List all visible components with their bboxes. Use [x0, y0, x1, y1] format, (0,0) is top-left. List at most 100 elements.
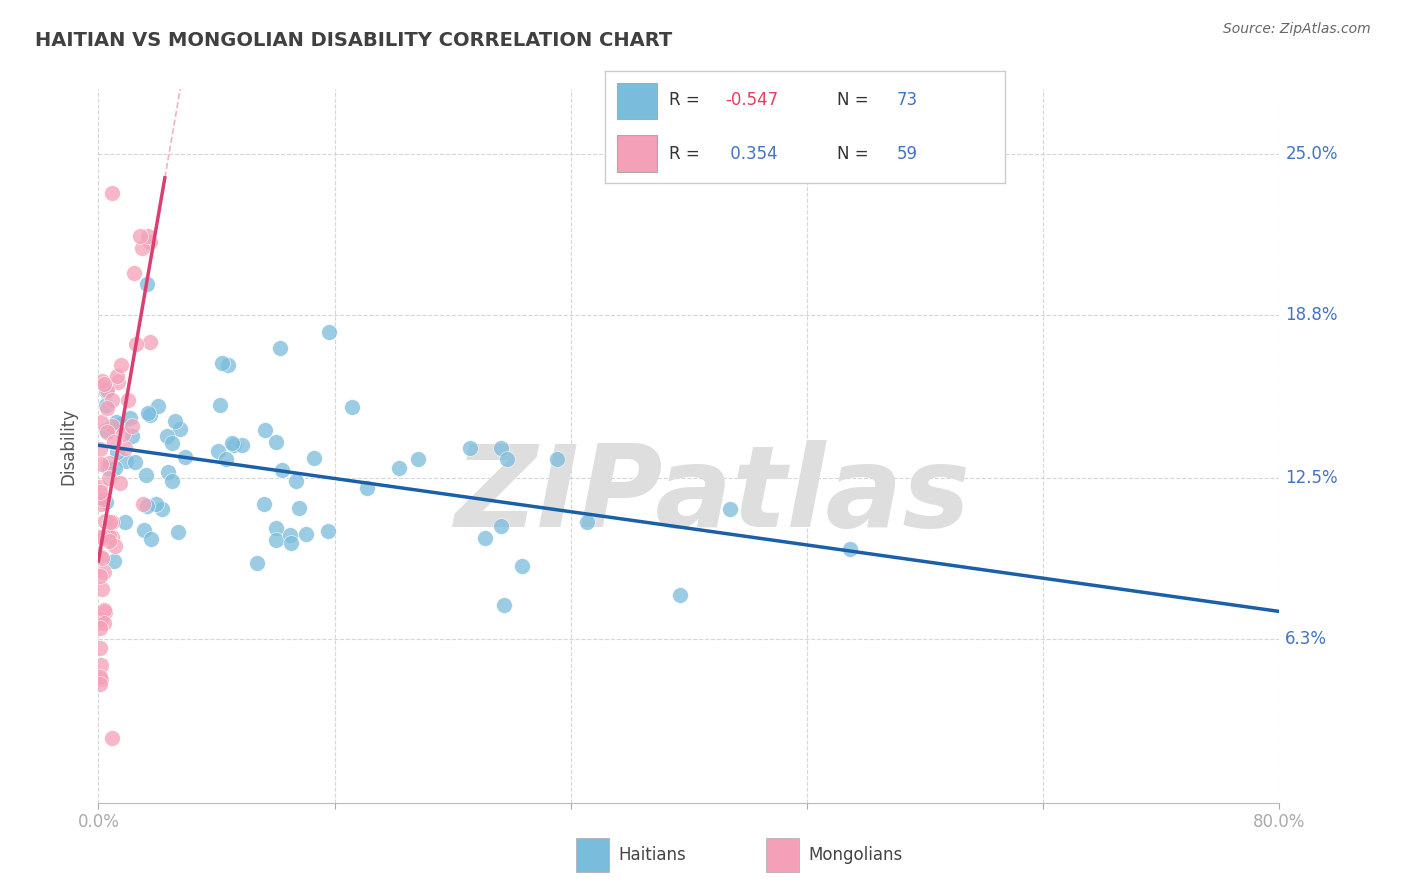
Point: [89, 641, 111, 656]
Point: [139, 235, 162, 249]
Point: [89, 621, 111, 635]
Point: [90, 530, 112, 544]
Text: 6.3%: 6.3%: [1285, 631, 1327, 648]
Point: [254, 424, 277, 438]
Point: [169, 422, 191, 436]
Point: [93, 616, 115, 631]
Point: [107, 375, 129, 389]
Text: R =: R =: [669, 91, 704, 110]
Point: [93, 602, 115, 616]
Point: [94, 423, 117, 437]
Point: [131, 241, 153, 255]
Point: [174, 450, 197, 464]
Point: [103, 554, 125, 568]
Point: [89, 670, 111, 684]
Point: [96, 425, 118, 440]
Point: [90, 375, 112, 389]
Point: [720, 502, 742, 516]
Point: [252, 497, 274, 511]
Point: [167, 525, 190, 540]
Point: [104, 460, 127, 475]
Text: HAITIAN VS MONGOLIAN DISABILITY CORRELATION CHART: HAITIAN VS MONGOLIAN DISABILITY CORRELAT…: [35, 31, 672, 50]
Text: 73: 73: [897, 91, 918, 110]
Point: [94, 495, 117, 509]
Point: [224, 438, 246, 452]
Point: [97, 534, 120, 549]
Text: Source: ZipAtlas.com: Source: ZipAtlas.com: [1223, 22, 1371, 37]
Point: [510, 559, 533, 574]
Point: [160, 475, 183, 489]
Point: [94, 514, 117, 528]
Point: [217, 359, 239, 373]
Point: [136, 500, 159, 514]
Point: [104, 540, 127, 554]
Point: [136, 228, 159, 243]
Point: [90, 550, 112, 565]
Point: [104, 416, 127, 430]
Point: [91, 582, 114, 597]
Point: [406, 452, 429, 467]
Point: [302, 450, 325, 465]
Point: [285, 475, 308, 489]
Point: [295, 527, 318, 541]
Point: [94, 398, 117, 412]
Point: [288, 500, 311, 515]
Point: [163, 413, 186, 427]
FancyBboxPatch shape: [617, 83, 657, 120]
Point: [211, 356, 233, 370]
Point: [105, 444, 128, 458]
Point: [93, 530, 115, 544]
Point: [136, 277, 159, 291]
Point: [93, 566, 115, 580]
Text: N =: N =: [837, 91, 875, 110]
Text: Haitians: Haitians: [619, 847, 686, 864]
Point: [91, 491, 114, 506]
Point: [318, 325, 340, 339]
Point: [98, 528, 121, 542]
Point: [118, 411, 141, 425]
Point: [139, 409, 162, 423]
Point: [231, 437, 253, 451]
Point: [89, 549, 111, 563]
Point: [128, 228, 150, 243]
Point: [458, 441, 481, 455]
Text: ZIPatlas: ZIPatlas: [454, 441, 970, 551]
Point: [89, 480, 111, 494]
Point: [214, 452, 236, 467]
Point: [101, 515, 124, 529]
Point: [342, 401, 364, 415]
Text: N =: N =: [837, 145, 875, 163]
Point: [89, 677, 111, 691]
Point: [90, 672, 112, 686]
Point: [125, 336, 148, 351]
Point: [576, 515, 599, 529]
Y-axis label: Disability: Disability: [59, 408, 77, 484]
Point: [101, 731, 124, 745]
Text: -0.547: -0.547: [725, 91, 778, 110]
Point: [101, 392, 124, 407]
Point: [246, 556, 269, 570]
Point: [269, 341, 291, 355]
Point: [141, 532, 163, 546]
Point: [162, 436, 184, 450]
Text: 59: 59: [897, 145, 918, 163]
Point: [146, 400, 169, 414]
Point: [90, 497, 112, 511]
Point: [156, 465, 179, 479]
Point: [93, 376, 115, 391]
Point: [356, 481, 378, 495]
Point: [98, 471, 121, 485]
Point: [124, 455, 146, 469]
Point: [89, 569, 111, 583]
Point: [114, 515, 136, 529]
Point: [491, 441, 513, 455]
Point: [491, 519, 513, 533]
Point: [108, 417, 131, 431]
Point: [98, 456, 121, 470]
Point: [89, 485, 111, 500]
Point: [209, 398, 232, 412]
Point: [496, 452, 519, 467]
Point: [96, 384, 118, 398]
Point: [278, 527, 301, 541]
Point: [316, 524, 339, 538]
